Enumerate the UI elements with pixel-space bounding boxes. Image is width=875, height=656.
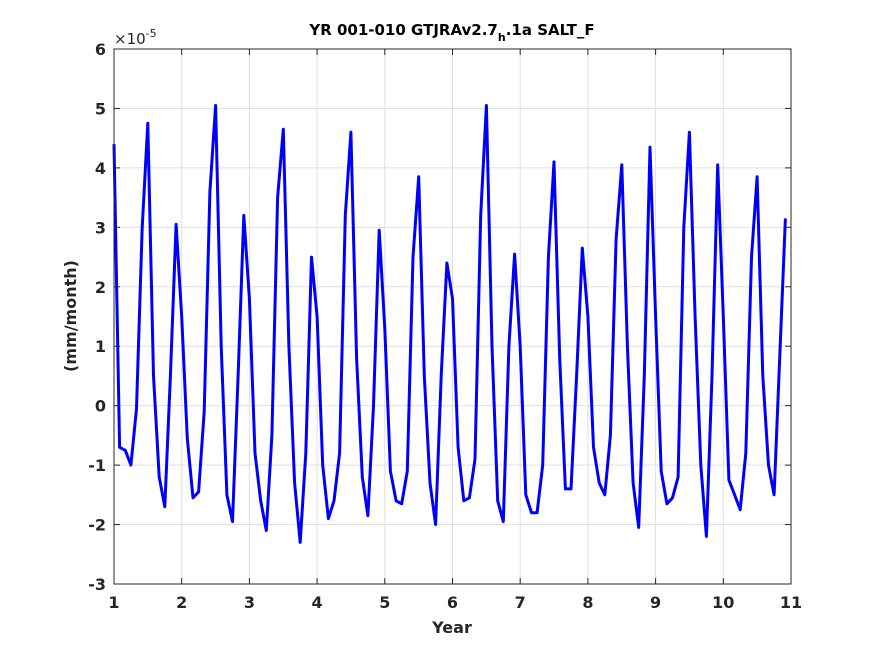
y-exponent-power: -5 bbox=[146, 27, 157, 40]
y-tick-label: 5 bbox=[95, 99, 106, 118]
series-layer bbox=[112, 104, 787, 544]
x-tick-label: 11 bbox=[780, 593, 802, 612]
y-tick-label: 3 bbox=[95, 218, 106, 237]
series-line bbox=[112, 104, 787, 544]
tick-marks bbox=[113, 48, 792, 585]
y-tick-label: -3 bbox=[88, 575, 106, 594]
x-axis-label: Year bbox=[431, 618, 472, 637]
x-tick-label: 7 bbox=[515, 593, 526, 612]
x-tick-label: 8 bbox=[582, 593, 593, 612]
y-tick-label: -1 bbox=[88, 456, 106, 475]
x-tick-label: 6 bbox=[447, 593, 458, 612]
y-tick-label: 1 bbox=[95, 337, 106, 356]
y-exponent-label: ×10-5 bbox=[114, 27, 157, 48]
chart-title-subscript: h bbox=[498, 31, 506, 44]
y-axis-label: (mm/month) bbox=[61, 260, 80, 372]
chart-title: YR 001-010 GTJRAv2.7h.1a SALT_F bbox=[308, 21, 594, 44]
x-tick-label: 9 bbox=[650, 593, 661, 612]
x-tick-labels: 1 2 3 4 5 6 7 8 9 10 11 bbox=[108, 593, 802, 612]
x-tick-label: 10 bbox=[712, 593, 734, 612]
x-tick-label: 3 bbox=[244, 593, 255, 612]
x-tick-label: 4 bbox=[312, 593, 323, 612]
y-tick-label: 0 bbox=[95, 397, 106, 416]
y-tick-labels: -3 -2 -1 0 1 2 3 4 5 6 bbox=[88, 40, 106, 594]
y-tick-label: 2 bbox=[95, 278, 106, 297]
x-tick-label: 5 bbox=[379, 593, 390, 612]
chart-title-suffix: .1a SALT_F bbox=[506, 21, 595, 39]
x-tick-label: 2 bbox=[176, 593, 187, 612]
y-tick-label: -2 bbox=[88, 516, 106, 535]
y-exponent-base: ×10 bbox=[114, 30, 146, 48]
y-tick-label: 6 bbox=[95, 40, 106, 59]
x-tick-label: 1 bbox=[108, 593, 119, 612]
chart-title-main: YR 001-010 GTJRAv2.7 bbox=[308, 21, 498, 39]
y-tick-label: 4 bbox=[95, 159, 106, 178]
